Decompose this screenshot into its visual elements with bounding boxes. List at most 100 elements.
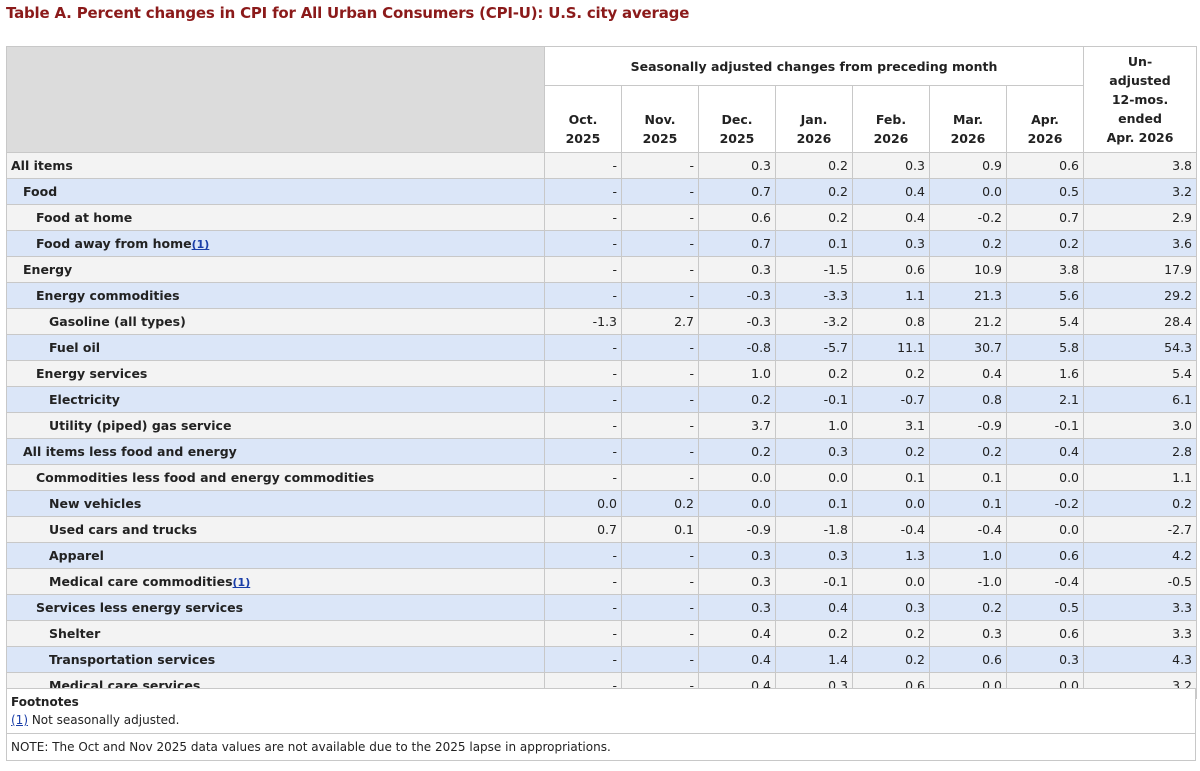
footnote-ref-link[interactable]: (1) [11, 713, 28, 727]
value-cell: -0.4 [929, 516, 1007, 543]
value-cell: 0.3 [1005, 646, 1085, 673]
value-cell: 2.7 [621, 308, 699, 335]
value-cell: -0.7 [852, 386, 930, 413]
value-cell: 0.0 [852, 568, 930, 595]
row-label: Gasoline (all types) [6, 308, 545, 335]
value-cell: 0.7 [698, 230, 776, 257]
footnote-text: Not seasonally adjusted. [28, 713, 180, 727]
value-cell: 0.1 [929, 464, 1007, 491]
table-row: New vehicles 0.0 0.2 0.0 0.1 0.0 0.1 -0.2 0.2 [6, 490, 1198, 517]
table-row: Fuel oil - - -0.8 -5.7 11.1 30.7 5.8 54.3 [6, 334, 1198, 361]
value-cell: 0.2 [852, 620, 930, 647]
table-row: Medical care commodities(1) - -0.3 -0.1 0.0-… [6, 568, 1198, 595]
row-label: Shelter [6, 620, 545, 647]
value-cell: - [621, 360, 699, 387]
value-cell: 0.8 [929, 386, 1007, 413]
month-header-year: 2026 [796, 131, 832, 146]
table-row: Energy commodities - - -0.3 -3.3 1.1 21.3 5.6 29… [6, 282, 1198, 309]
footnote-item: (1) Not seasonally adjusted. [11, 713, 179, 727]
value-cell: 0.3 [698, 594, 776, 621]
value-cell: 1.0 [698, 360, 776, 387]
value-cell: 0.2 [775, 178, 853, 205]
value-cell: - [544, 464, 622, 491]
value-cell: 0.4 [852, 178, 930, 205]
unadjusted-header: Un- adjusted 12-mos. ended Apr. 2026 [1083, 46, 1198, 153]
row-label-text: All items less food and energy [23, 444, 237, 459]
value-cell: 0.2 [775, 620, 853, 647]
unadjusted-value-cell: 3.2 [1083, 178, 1198, 205]
value-cell: - [544, 282, 622, 309]
value-cell: 0.2 [852, 438, 930, 465]
unadjusted-value-cell: 2.9 [1083, 204, 1198, 231]
unadjusted-value-cell: 3.0 [1083, 412, 1198, 439]
value-cell: - [544, 334, 622, 361]
value-cell: 11.1 [852, 334, 930, 361]
value-cell: 0.2 [775, 360, 853, 387]
value-cell: 0.2 [698, 386, 776, 413]
unadjusted-value-cell: 1.1 [1083, 464, 1198, 491]
value-cell: 0.0 [698, 464, 776, 491]
value-cell: 0.3 [698, 568, 776, 595]
value-cell: 0.2 [929, 230, 1007, 257]
value-cell: - [621, 568, 699, 595]
value-cell: 1.0 [775, 412, 853, 439]
value-cell: 0.2 [852, 360, 930, 387]
value-cell: 0.1 [621, 516, 699, 543]
row-label-text: Apparel [49, 548, 104, 563]
cpi-table: Seasonally adjusted changes from precedi… [6, 46, 1198, 699]
unadjusted-value-cell: 0.2 [1083, 490, 1198, 517]
value-cell: - [544, 204, 622, 231]
unadjusted-value-cell: 17.9 [1083, 256, 1198, 283]
table-row: Energy - -0.3 -1.5 0.6 10.9 3.8 17.9 [6, 256, 1198, 283]
group-header: Seasonally adjusted changes from precedi… [543, 46, 1085, 86]
value-cell: 0.7 [1005, 204, 1085, 231]
month-header: Jan. 2026 [775, 85, 853, 153]
table-row: All items less food and energy - -0.2 0.3 0.… [6, 438, 1198, 465]
value-cell: -0.2 [929, 204, 1007, 231]
value-cell: 0.3 [929, 620, 1007, 647]
unadjusted-value-cell: 28.4 [1083, 308, 1198, 335]
footnote-link[interactable]: (1) [191, 238, 210, 251]
value-cell: 0.0 [775, 464, 853, 491]
row-label-text: Food at home [36, 210, 133, 225]
row-label: All items [6, 152, 545, 179]
row-label-text: Energy commodities [36, 288, 180, 303]
footnotes-section: Footnotes (1) Not seasonally adjusted. [6, 688, 1196, 734]
value-cell: - [544, 360, 622, 387]
value-cell: 0.5 [1005, 594, 1085, 621]
row-label-text: Food away from home [36, 236, 192, 251]
unadjusted-value-cell: -2.7 [1083, 516, 1198, 543]
value-cell: 0.9 [929, 152, 1007, 179]
month-header-name: Apr. [1031, 112, 1059, 127]
value-cell: 0.6 [1005, 542, 1085, 569]
value-cell: -0.3 [698, 282, 776, 309]
value-cell: 0.0 [698, 490, 776, 517]
row-label-text: Commodities less food and energy commodi… [36, 470, 375, 485]
table-row: Food away from home(1) - -0.7 0.1 0.3 0.2 0.2 3… [6, 230, 1198, 257]
value-cell: 0.4 [929, 360, 1007, 387]
row-label-text: Utility (piped) gas service [49, 418, 232, 433]
unadjusted-value-cell: 4.3 [1083, 646, 1198, 673]
footnote-link[interactable]: (1) [232, 576, 251, 589]
month-header: Feb. 2026 [852, 85, 930, 153]
value-cell: -1.3 [544, 308, 622, 335]
month-header-year: 2026 [1027, 131, 1063, 146]
value-cell: - [544, 542, 622, 569]
row-label: Commodities less food and energy commodi… [6, 464, 545, 491]
month-header: Nov. 2025 [621, 85, 699, 153]
row-label: Utility (piped) gas service [6, 412, 545, 439]
value-cell: 0.1 [852, 464, 930, 491]
value-cell: 30.7 [929, 334, 1007, 361]
value-cell: - [544, 386, 622, 413]
value-cell: 5.6 [1005, 282, 1085, 309]
value-cell: -0.9 [929, 412, 1007, 439]
row-label-text: Energy services [36, 366, 148, 381]
value-cell: -5.7 [775, 334, 853, 361]
value-cell: 1.0 [929, 542, 1007, 569]
value-cell: 0.0 [544, 490, 622, 517]
value-cell: - [544, 620, 622, 647]
row-label: Food [6, 178, 545, 205]
unadjusted-value-cell: -0.5 [1083, 568, 1198, 595]
row-label-text: All items [11, 158, 73, 173]
table-title: Table A. Percent changes in CPI for All … [6, 4, 690, 22]
